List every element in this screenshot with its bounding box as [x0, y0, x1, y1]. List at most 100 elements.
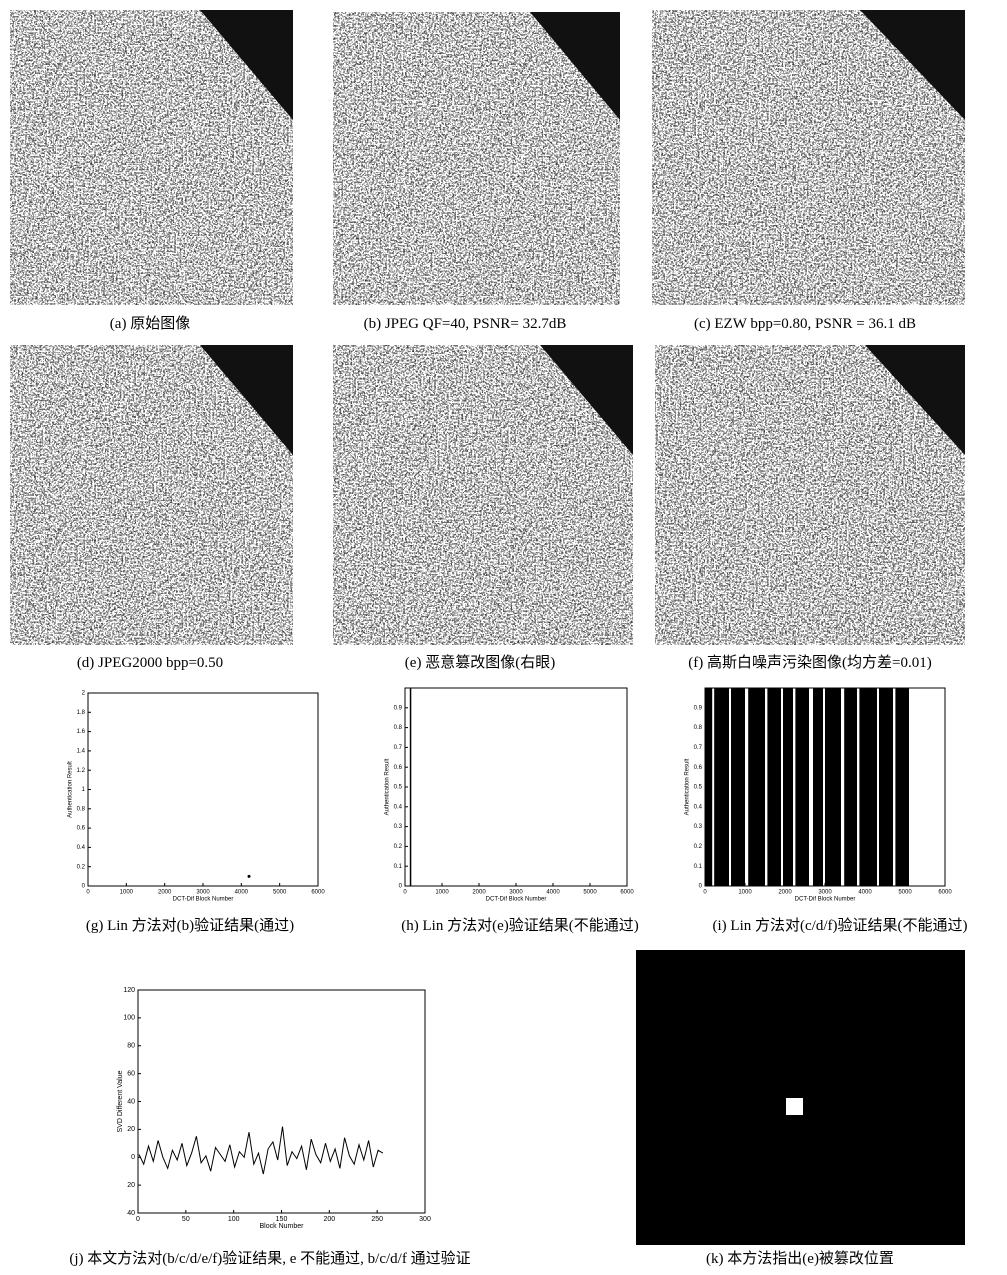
- caption: (i) Lin 方法对(c/d/f)验证结果(不能通过): [713, 917, 968, 934]
- bar: [714, 688, 729, 886]
- caption: (c) EZW bpp=0.80, PSNR = 36.1 dB: [694, 316, 916, 332]
- y-tick-label: 0.9: [394, 705, 403, 711]
- image-f: [655, 345, 965, 645]
- x-tick-label: 50: [182, 1216, 190, 1223]
- y-tick-label: 0.8: [77, 806, 86, 812]
- chart: 0 1000 2000 3000 4000 5000 6000 0 0.1 0.2 0.3 0.4 0.…: [685, 687, 968, 934]
- x-tick-label: 300: [419, 1216, 431, 1223]
- x-tick-label: 0: [703, 890, 707, 896]
- caption: (e) 恶意篡改图像(右眼): [405, 653, 555, 671]
- y-tick-label: 0.2: [394, 844, 403, 850]
- x-tick-label: 3000: [509, 890, 523, 896]
- y-tick-label: 0.1: [694, 864, 703, 870]
- bar: [767, 688, 781, 886]
- y-tick-label: 0.1: [394, 864, 403, 870]
- x-tick-label: 100: [228, 1216, 240, 1223]
- y-tick-label: 0.6: [77, 826, 86, 832]
- chart: 0 1000 2000 3000 4000 5000 6000 0 0.1 0.2 0.3 0.4 0.…: [385, 687, 639, 934]
- bar: [731, 688, 745, 886]
- y-axis-label: Authentication Result: [68, 761, 74, 818]
- y-tick-label: 0.9: [694, 705, 703, 711]
- x-axis-label: DCT-Dif Block Number: [795, 897, 856, 903]
- bar: [813, 688, 823, 886]
- x-tick-label: 1000: [435, 890, 449, 896]
- y-tick-label: 1: [82, 787, 86, 793]
- y-tick-label: 40: [127, 1098, 135, 1105]
- image-b: [333, 12, 620, 305]
- y-axis-label: Authentication Result: [385, 758, 391, 815]
- y-tick-label: 0.5: [694, 785, 703, 791]
- x-tick-label: 1000: [120, 890, 134, 896]
- y-tick-label: 0: [131, 1154, 135, 1161]
- y-tick-label: 0.6: [694, 765, 703, 771]
- y-tick-label: 20: [127, 1126, 135, 1133]
- bar: [705, 688, 713, 886]
- x-axis-label: DCT-Dif Block Number: [173, 897, 234, 903]
- point: [247, 874, 251, 878]
- x-tick-label: 5000: [583, 890, 597, 896]
- y-tick-label: 120: [123, 987, 135, 994]
- x-tick-label: 4000: [546, 890, 560, 896]
- y-axis-label: SVD Different Value: [117, 1070, 124, 1132]
- caption: (d) JPEG2000 bpp=0.50: [77, 655, 223, 671]
- bar: [783, 688, 793, 886]
- y-tick-label: 1.8: [77, 710, 86, 716]
- x-tick-label: 2000: [778, 890, 792, 896]
- caption: (k) 本方法指出(e)被篡改位置: [706, 1250, 894, 1267]
- y-tick-label: 0.6: [394, 765, 403, 771]
- x-tick-label: 5000: [898, 890, 912, 896]
- x-tick-label: 200: [323, 1216, 335, 1223]
- image-k: [636, 950, 965, 1245]
- y-tick-label: 80: [127, 1043, 135, 1050]
- y-tick-label: 0.5: [394, 785, 403, 791]
- x-axis-label: Block Number: [260, 1223, 305, 1230]
- x-tick-label: 3000: [196, 890, 210, 896]
- x-tick-label: 4000: [235, 890, 249, 896]
- y-tick-label: 0.4: [694, 804, 703, 810]
- x-tick-label: 250: [371, 1216, 383, 1223]
- y-tick-label: 0: [82, 884, 86, 890]
- y-tick-label: 1.6: [77, 729, 86, 735]
- bar: [825, 688, 841, 886]
- caption: (a) 原始图像: [110, 315, 190, 332]
- y-tick-label: 0: [399, 884, 403, 890]
- image-a: [10, 10, 293, 305]
- y-tick-label: 20: [127, 1182, 135, 1189]
- bar: [895, 688, 909, 886]
- bar: [795, 688, 809, 886]
- y-tick-label: 0.4: [77, 845, 86, 851]
- y-tick-label: 1.4: [77, 748, 86, 754]
- bar: [879, 688, 893, 886]
- y-tick-label: 100: [123, 1015, 135, 1022]
- bar: [844, 688, 857, 886]
- x-tick-label: 4000: [858, 890, 872, 896]
- y-axis-label: Authentication Result: [685, 758, 691, 815]
- x-tick-label: 3000: [818, 890, 832, 896]
- image-e: [333, 345, 633, 645]
- line: [138, 1126, 384, 1175]
- image-d: [10, 345, 293, 645]
- y-tick-label: 0: [699, 884, 703, 890]
- x-tick-label: 5000: [273, 890, 287, 896]
- x-axis-label: DCT-Dif Block Number: [486, 897, 547, 903]
- chart: 0 1000 2000 3000 4000 5000 6000 0 0.2 0.4 0.6 0.8 1 1…: [68, 691, 326, 934]
- caption: (j) 本文方法对(b/c/d/e/f)验证结果, e 不能通过, b/c/d/…: [69, 1250, 470, 1267]
- y-tick-label: 0.4: [394, 804, 403, 810]
- y-tick-label: 60: [127, 1070, 135, 1077]
- y-tick-label: 0.7: [694, 745, 703, 751]
- y-tick-label: 0.8: [394, 725, 403, 731]
- image-c: [652, 10, 965, 305]
- caption: (g) Lin 方法对(b)验证结果(通过): [86, 917, 294, 934]
- y-tick-label: 40: [127, 1210, 135, 1217]
- x-tick-label: 0: [136, 1216, 140, 1223]
- bar: [859, 688, 877, 886]
- y-tick-label: 0.3: [394, 824, 403, 830]
- caption: (b) JPEG QF=40, PSNR= 32.7dB: [364, 316, 567, 332]
- x-tick-label: 150: [276, 1216, 288, 1223]
- x-tick-label: 0: [86, 890, 90, 896]
- y-tick-label: 0.2: [77, 864, 86, 870]
- bar: [748, 688, 765, 886]
- caption: (f) 高斯白噪声污染图像(均方差=0.01): [688, 653, 931, 671]
- x-tick-label: 0: [403, 890, 407, 896]
